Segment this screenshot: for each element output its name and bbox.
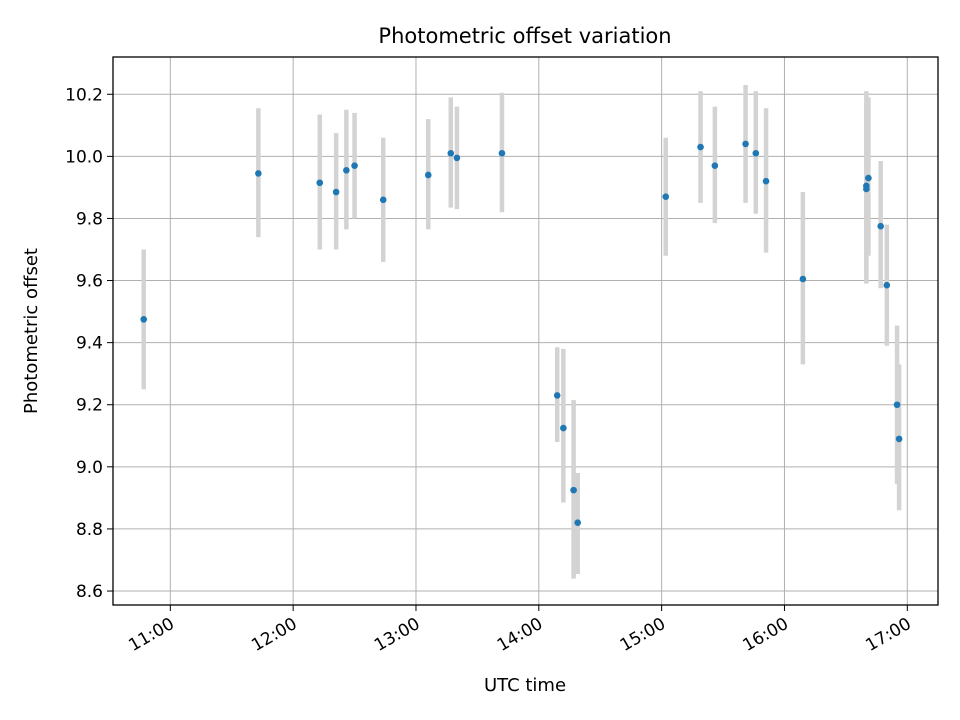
data-point [351, 162, 358, 169]
data-point [498, 149, 506, 157]
y-tick-label: 10.0 [65, 147, 103, 167]
data-point [877, 222, 884, 230]
data-point [762, 177, 770, 185]
data-point [343, 167, 350, 174]
y-tick-label: 9.8 [76, 209, 103, 229]
y-tick-label: 8.6 [76, 582, 103, 602]
data-point [255, 170, 262, 177]
data-point [379, 196, 387, 204]
data-point [453, 154, 461, 162]
data-point [697, 143, 704, 151]
data-point [799, 275, 807, 283]
grid-lines [113, 57, 938, 605]
data-point [560, 424, 567, 432]
data-point [895, 435, 903, 443]
axis-ticks: 11:00 12:00 13:00 14:00 15:00 16:00 17:008.68.… [65, 85, 915, 656]
data-point [316, 179, 324, 187]
y-tick-label: 9.2 [76, 396, 103, 416]
data-point [332, 188, 340, 196]
y-tick-label: 9.6 [76, 272, 103, 292]
y-tick-label: 8.8 [76, 520, 103, 540]
data-point [863, 185, 870, 193]
data-point [424, 171, 432, 179]
y-axis-label: Photometric offset [21, 248, 42, 414]
data-point [752, 149, 760, 157]
y-tick-label: 9.4 [76, 334, 103, 354]
data-point [140, 316, 148, 323]
data-point [865, 174, 872, 182]
data-points [140, 140, 903, 527]
y-tick-label: 9.0 [76, 458, 103, 478]
data-point [447, 149, 455, 157]
data-point [553, 392, 561, 399]
data-point [711, 162, 719, 169]
data-point [742, 140, 749, 148]
data-point [662, 193, 670, 201]
y-tick-label: 10.2 [65, 85, 103, 105]
x-axis-label: UTC time [484, 675, 566, 696]
data-point [570, 486, 577, 494]
data-point [574, 519, 582, 527]
plot-frame [112, 56, 939, 606]
data-point [883, 281, 891, 289]
data-point [893, 401, 901, 409]
chart-title: Photometric offset variation [378, 24, 671, 48]
